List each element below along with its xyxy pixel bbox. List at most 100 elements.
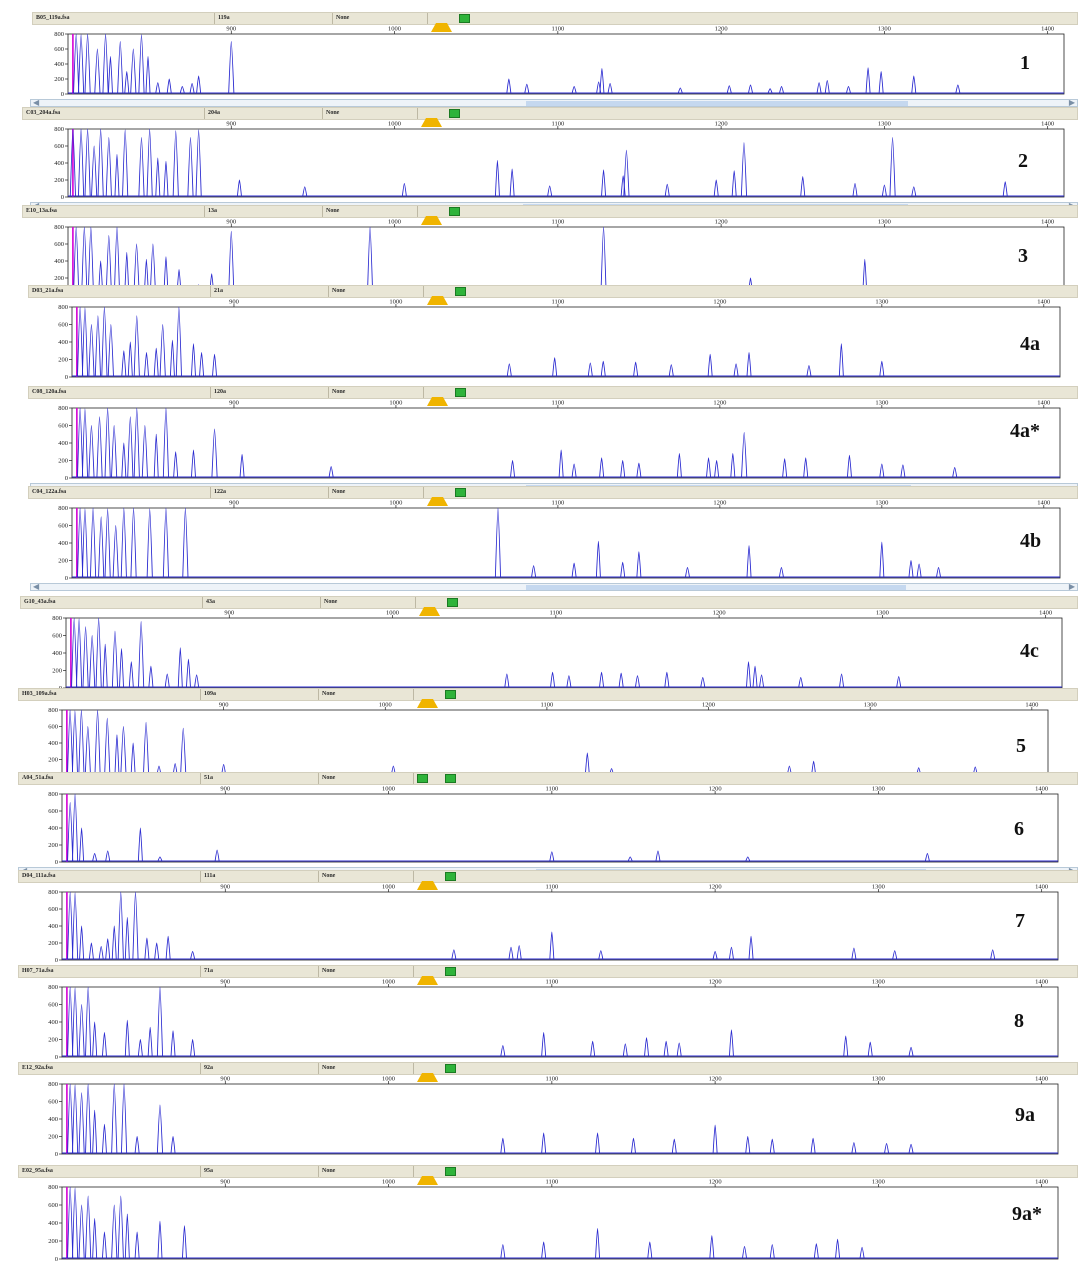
warning-icon[interactable] <box>427 287 448 305</box>
scrollbar-thumb[interactable] <box>526 101 908 106</box>
warning-icon[interactable] <box>417 1064 438 1082</box>
electropherogram-plot: 900 1000 1100 1200 1300 1400 0 200 400 600 800 <box>58 500 1061 582</box>
sample-header: D03_21a.fsa 21a None <box>28 285 1078 305</box>
ok-icon[interactable] <box>445 690 456 699</box>
sample-id: 120a <box>211 387 329 398</box>
trace-peak <box>571 86 577 94</box>
ok-icon[interactable] <box>459 14 470 23</box>
trace-peak <box>90 507 97 578</box>
x-tick-label: 900 <box>229 500 239 507</box>
trace-peak <box>510 460 515 478</box>
x-tick-label: 1400 <box>1025 702 1038 709</box>
x-tick-label: 1000 <box>382 1076 395 1083</box>
ok-icon[interactable] <box>455 287 466 296</box>
trace-peak <box>714 460 720 478</box>
warning-icon[interactable] <box>427 388 448 406</box>
y-tick-label: 600 <box>58 322 68 329</box>
ok-icon[interactable] <box>417 774 428 783</box>
sample-file-name: G10_43a.fsa <box>21 597 203 608</box>
y-tick-label: 400 <box>48 1019 58 1026</box>
x-tick-label: 1000 <box>388 26 401 33</box>
trace-peak <box>94 709 101 776</box>
x-tick-label: 1000 <box>389 299 402 306</box>
warning-icon[interactable] <box>417 872 438 890</box>
lane-label: 2 <box>1018 150 1028 172</box>
trace-peak <box>633 361 639 377</box>
trace-peak <box>879 463 885 478</box>
trace-peak <box>111 1204 118 1259</box>
ok-icon[interactable] <box>445 1167 456 1176</box>
ok-icon[interactable] <box>445 774 456 783</box>
plot-frame <box>71 407 1061 479</box>
lane-panel-9a: E12_92a.fsa 92a None 900 1000 1100 1200 1300 140… <box>0 1062 1084 1174</box>
trace-peak <box>607 83 613 94</box>
ok-icon[interactable] <box>447 598 458 607</box>
y-tick-label: 0 <box>61 194 64 201</box>
trace-peak <box>782 458 788 478</box>
warning-icon[interactable] <box>421 109 442 127</box>
x-tick-label: 1300 <box>878 26 891 33</box>
scroll-right-arrow-icon[interactable]: ▶ <box>1068 98 1075 107</box>
trace-peak <box>598 950 604 960</box>
trace-peak <box>78 128 85 197</box>
ok-icon[interactable] <box>445 1064 456 1073</box>
ok-icon[interactable] <box>445 872 456 881</box>
ok-icon[interactable] <box>455 388 466 397</box>
trace-peak <box>180 727 187 776</box>
trace-peak <box>745 856 751 862</box>
lane-panel-7: D04_111a.fsa 111a None 900 1000 1100 1200 1300 1… <box>0 870 1084 980</box>
x-tick-label: 1400 <box>1037 299 1050 306</box>
trace-peak <box>851 947 857 960</box>
ok-icon[interactable] <box>445 967 456 976</box>
x-tick-label: 1400 <box>1035 979 1048 986</box>
warning-icon[interactable] <box>431 14 452 32</box>
warning-icon[interactable] <box>419 598 440 616</box>
trace-peak <box>328 466 334 478</box>
trace-peak <box>111 425 118 478</box>
trace-peak <box>748 84 753 94</box>
warning-icon[interactable] <box>417 967 438 985</box>
trace-peak <box>228 41 235 94</box>
y-tick-label: 200 <box>48 1134 58 1141</box>
trace-peak <box>500 1244 506 1259</box>
ok-icon[interactable] <box>449 207 460 216</box>
horizontal-scrollbar[interactable]: ◀▶ <box>30 98 1078 107</box>
sample-id: 122a <box>211 487 329 498</box>
trace-peak <box>769 1138 775 1154</box>
warning-icon[interactable] <box>417 690 438 708</box>
x-tick-label: 900 <box>226 26 236 33</box>
ok-icon[interactable] <box>449 109 460 118</box>
trace-peak <box>132 891 139 960</box>
sample-id: 109a <box>201 689 319 700</box>
trace-peak <box>655 850 661 862</box>
trace-peak <box>236 179 242 197</box>
trace-peak <box>892 950 898 960</box>
ok-icon[interactable] <box>455 488 466 497</box>
scrollbar-thumb[interactable] <box>526 585 906 590</box>
scroll-right-arrow-icon[interactable]: ▶ <box>1068 582 1075 591</box>
trace-peak <box>78 709 85 776</box>
trace-peak <box>105 235 112 295</box>
sample-id: 95a <box>201 1166 319 1177</box>
sample-status: None <box>319 689 414 700</box>
trace-peak <box>706 457 711 478</box>
warning-icon[interactable] <box>417 1167 438 1185</box>
trace-peak <box>77 407 84 478</box>
warning-icon[interactable] <box>421 207 442 225</box>
x-tick-label: 1200 <box>713 610 726 617</box>
sample-id: 71a <box>201 966 319 977</box>
y-tick-label: 400 <box>48 740 58 747</box>
trace-peak <box>85 1195 92 1259</box>
trace-peak <box>148 665 154 688</box>
trace-peak <box>731 170 737 197</box>
y-tick-label: 600 <box>48 808 58 815</box>
horizontal-scrollbar[interactable]: ◀▶ <box>30 582 1078 591</box>
trace-peak <box>664 671 670 688</box>
trace-peak <box>155 82 161 94</box>
scroll-left-arrow-icon[interactable]: ◀ <box>33 582 40 591</box>
y-tick-label: 0 <box>55 859 58 866</box>
trace-peak <box>134 1136 140 1154</box>
scroll-left-arrow-icon[interactable]: ◀ <box>33 98 40 107</box>
warning-icon[interactable] <box>427 488 448 506</box>
trace-peak <box>936 567 941 578</box>
